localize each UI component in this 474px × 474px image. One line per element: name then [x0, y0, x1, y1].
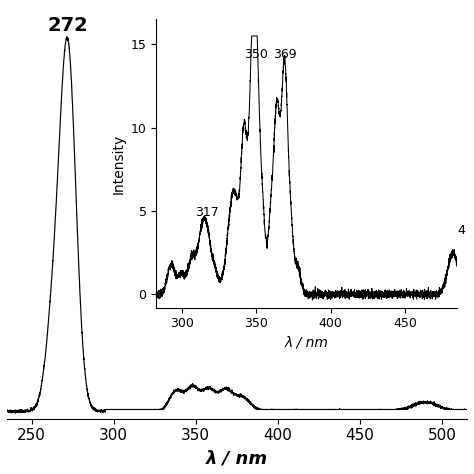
Text: 272: 272 [47, 16, 88, 35]
X-axis label: λ / nm: λ / nm [206, 449, 268, 467]
